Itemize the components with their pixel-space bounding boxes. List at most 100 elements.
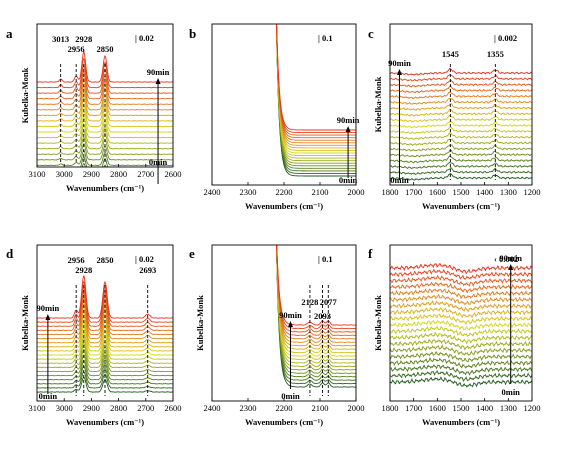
series-group-e [276,245,356,388]
x-tick-label: 2300 [240,403,257,413]
spectrum-b-13 [276,24,356,144]
spectrum-e-8 [276,245,356,361]
x-tick-label: 3000 [56,169,73,179]
spectrum-d-12 [37,309,173,344]
panel-label-a: a [6,26,13,41]
spectrum-e-18 [276,245,356,326]
spectrum-b-6 [276,24,356,162]
arrow-head-icon [155,78,161,84]
spectrum-e-17 [276,245,356,330]
panel-e: 2128 2093 2077 2400 2300 2200 2100 2000 Wavenumb… [189,244,365,427]
arrow-head-icon [396,69,402,75]
spectrum-f-11 [390,307,532,319]
panel-label-c: c [368,26,374,41]
spectrum-e-5 [276,245,356,371]
x-tick-label: 1600 [429,403,446,413]
spectrum-f-10 [390,313,532,325]
spectrum-c-0 [390,173,532,181]
spectrum-d-1 [37,371,173,389]
peak-label-1355: 1355 [487,49,504,59]
series-group-c [390,67,532,181]
spectrum-c-17 [390,74,532,82]
spectrum-e-7 [276,245,356,364]
spectrum-e-2 [276,245,356,381]
peak-label-2928: 2928 [75,34,92,44]
spectrum-c-12 [390,103,532,111]
spectrum-f-9 [390,319,532,331]
scale-bar: ‹ 0.002 [494,254,518,264]
x-tick-label: 3100 [29,169,46,179]
spectrum-a-17 [37,57,173,89]
spectrum-d-18 [37,275,173,319]
arrow-head-icon [508,264,514,270]
arrow-bottom-label: 0min [501,387,520,397]
spectrum-b-7 [276,24,356,159]
spectrum-f-5 [390,344,532,356]
arrow-bottom-label: 0min [390,175,409,185]
panel-c: 1545 1355 1800 1700 1600 1500 1400 1300 1200 Wave… [368,23,541,211]
arrow-head-icon [287,321,293,327]
panel-f: 1800 1700 1600 1500 1400 1300 1200 Wavenumbers … [368,244,541,427]
x-tick-label: 1700 [405,403,422,413]
x-tick-label: 2700 [137,169,154,179]
plot-frame-a [36,23,174,168]
spectrum-b-17 [276,24,356,134]
spectrum-c-16 [390,80,532,88]
x-tick-label: 2600 [165,169,182,179]
spectrum-e-0 [276,245,356,388]
spectrum-f-0 [390,376,532,388]
spectrum-b-3 [276,24,356,169]
x-tick-label: 1400 [476,403,493,413]
x-tick-label: 2600 [165,403,182,413]
arrow-head-icon [45,314,51,320]
spectrum-d-0 [37,376,173,393]
panel-b: 2400 2300 2200 2100 2000 Wavenumbers (cm⁻¹) | … [189,23,365,211]
x-tick-label: 1500 [453,187,470,197]
spectrum-a-10 [37,103,173,128]
x-axis-label: Wavenumbers (cm⁻¹) [422,201,500,211]
spectrum-f-4 [390,351,532,363]
arrow-bottom-label: 0min [149,157,168,167]
arrow-top-label: 90min [388,58,411,68]
spectrum-d-14 [37,297,173,336]
spectrum-a-13 [37,84,173,111]
spectrum-c-4 [390,149,532,158]
spectrum-c-8 [390,126,532,135]
x-tick-label: 2000 [348,403,365,413]
spectrum-f-6 [390,338,532,351]
x-tick-label: 3100 [29,403,46,413]
x-tick-label: 1800 [382,187,399,197]
spectrum-f-7 [390,331,532,345]
spectrum-e-13 [276,245,356,343]
spectrum-f-8 [390,325,532,337]
series-group-d [37,275,173,393]
arrow-top-label: 90min [337,115,360,125]
spectrum-c-18 [390,67,532,76]
arrow-top-label: 90min [37,303,60,313]
spectrum-f-3 [390,357,532,369]
x-axis-label: Wavenumbers (cm⁻¹) [245,417,323,427]
y-axis-label: Kubelka-Monk [20,295,30,351]
x-tick-label: 1700 [405,187,422,197]
x-tick-label: 1200 [524,403,541,413]
peak-label-2956: 2956 [68,44,85,54]
panel-label-d: d [6,246,14,261]
spectrum-b-0 [276,24,356,177]
scale-bar: | 0.002 [494,33,517,43]
spectrum-b-11 [276,24,356,149]
spectrum-f-12 [390,299,532,313]
spectrum-e-6 [276,245,356,368]
scale-bar: | 0.02 [135,33,154,43]
x-tick-label: 2700 [137,403,154,413]
spectrum-e-15 [276,245,356,337]
x-tick-label: 1800 [382,403,399,413]
spectrum-d-3 [37,359,173,381]
y-axis-label: Kubelka-Monk [373,295,383,351]
peak-label-2077: 2077 [320,297,338,307]
spectrum-b-14 [276,24,356,141]
x-axis-label: Wavenumbers (cm⁻¹) [245,201,323,211]
x-tick-label: 2400 [204,187,221,197]
